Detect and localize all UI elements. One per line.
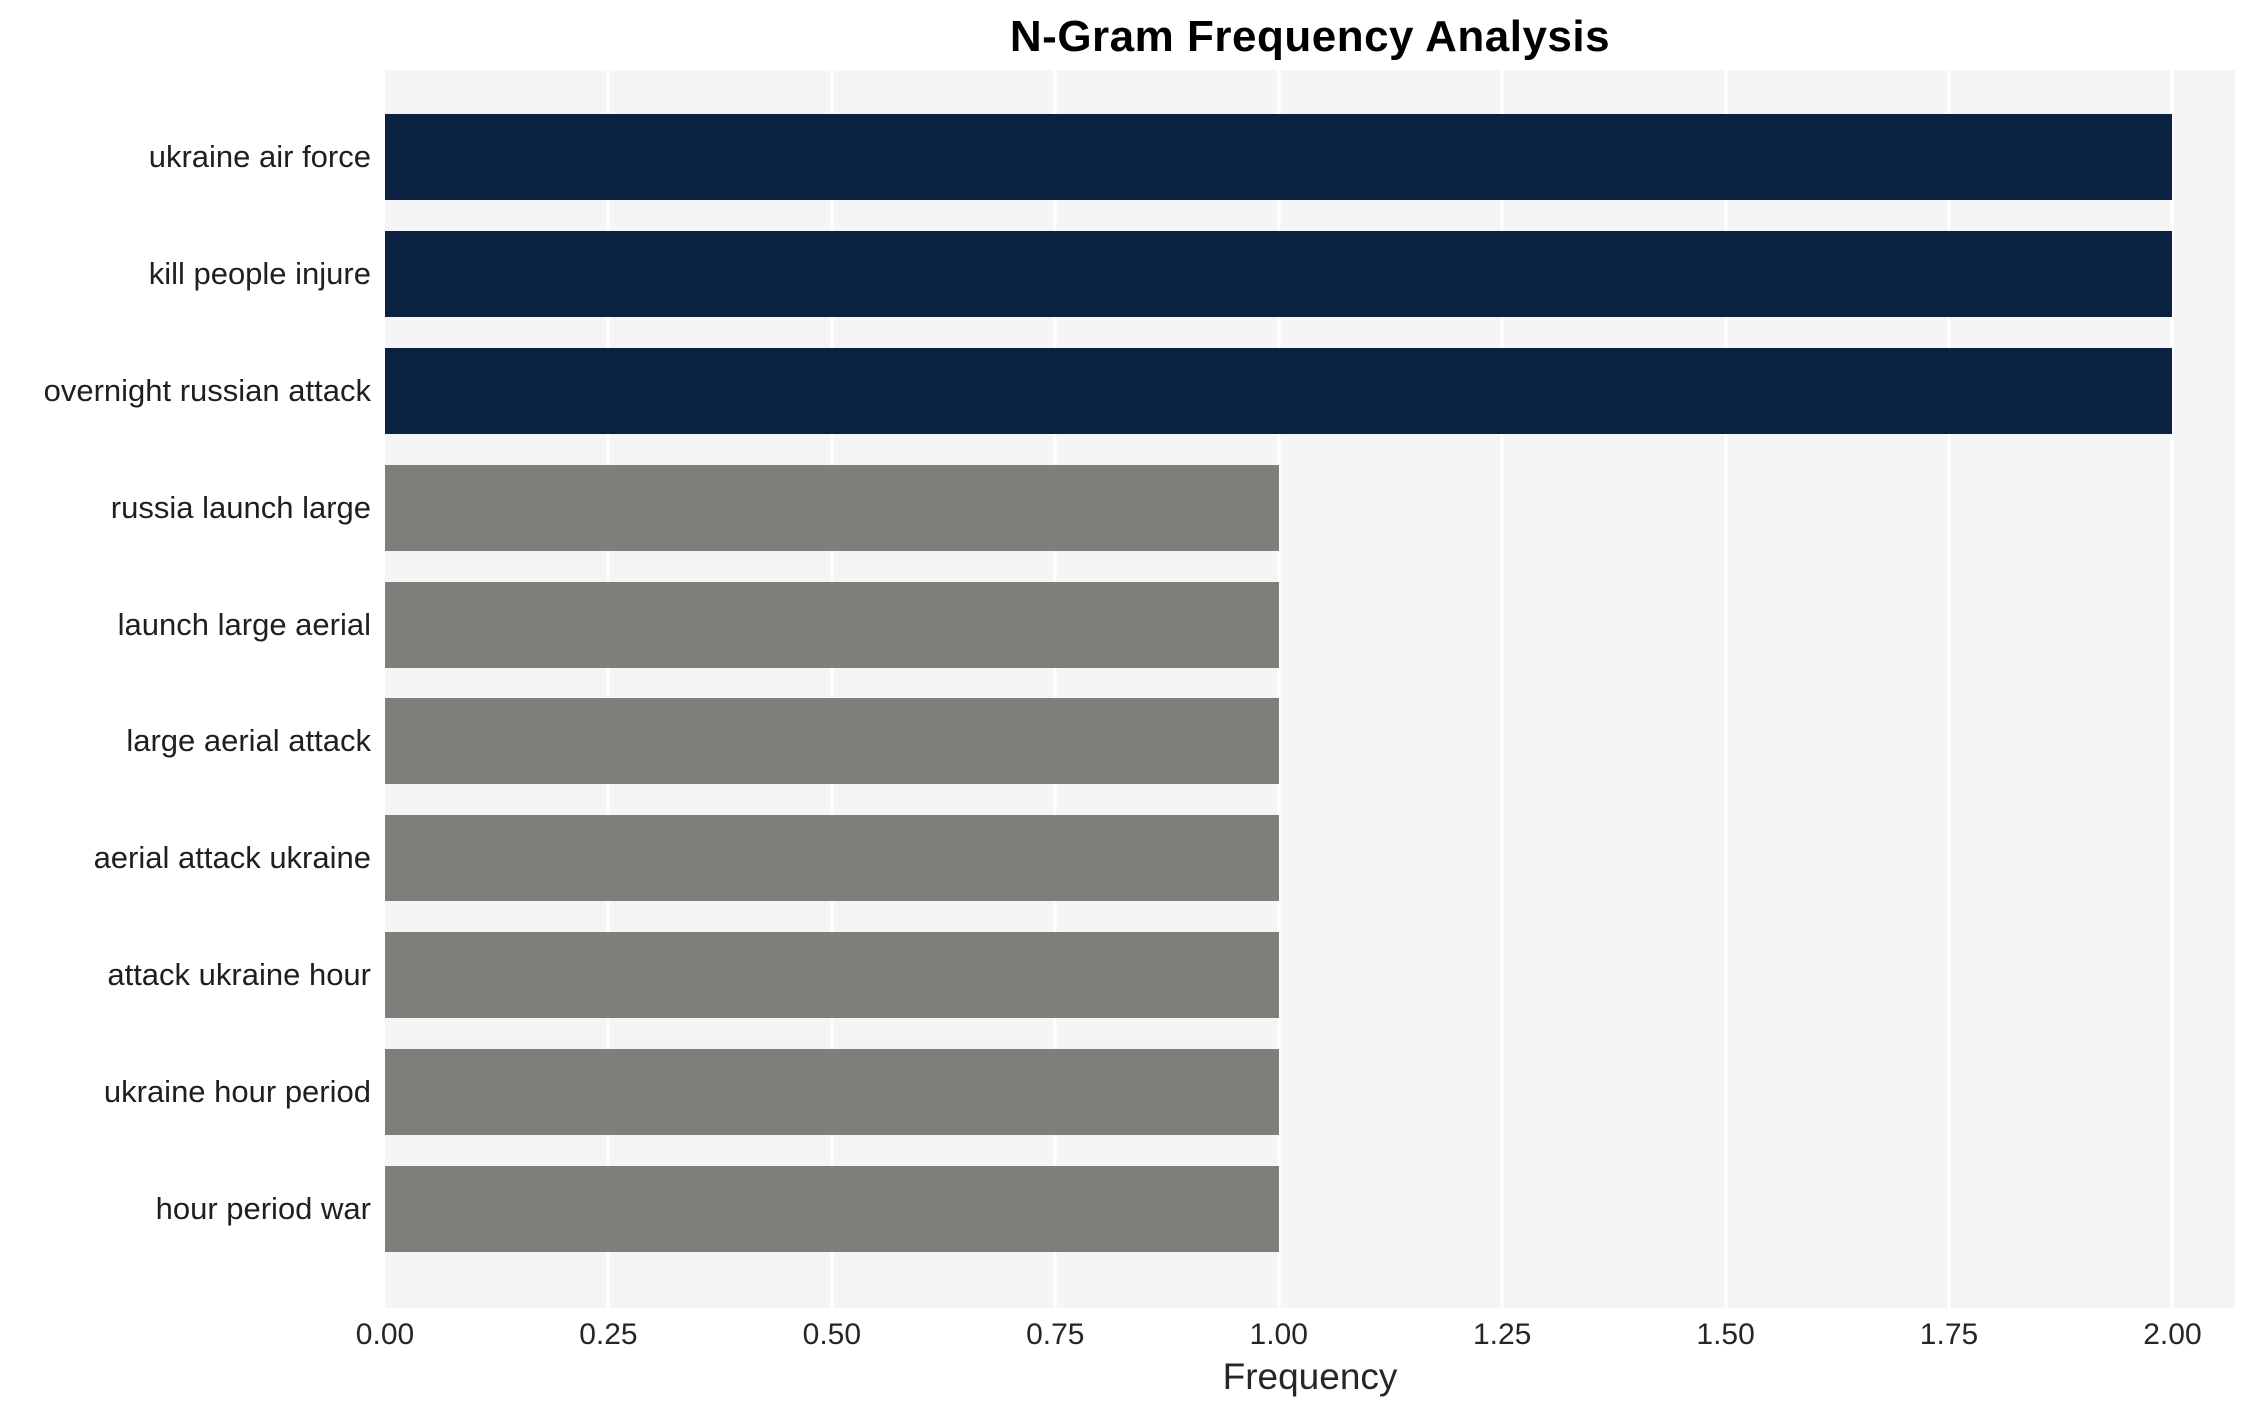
y-tick-label: attack ukraine hour bbox=[107, 957, 371, 993]
bar-track bbox=[385, 1165, 2235, 1252]
bar-rows: ukraine air force kill people injure overn… bbox=[0, 70, 2261, 1308]
bar bbox=[385, 230, 2173, 317]
bar-track bbox=[385, 698, 2235, 785]
bar bbox=[385, 932, 1279, 1019]
x-tick-label: 0.00 bbox=[355, 1318, 415, 1351]
bar bbox=[385, 698, 1279, 785]
y-tick-label: launch large aerial bbox=[117, 606, 371, 642]
gridline bbox=[606, 70, 610, 1308]
gridline bbox=[1277, 70, 1281, 1308]
bar-track bbox=[385, 581, 2235, 668]
bar-row: aerial attack ukraine bbox=[0, 815, 2235, 902]
x-axis-ticks: 0.00 0.25 0.50 0.75 1.00 1.25 1.50 1.75 2.00 bbox=[356, 1308, 2235, 1356]
gridline bbox=[1500, 70, 1504, 1308]
y-tick-label: ukraine air force bbox=[148, 139, 371, 174]
x-tick-label: 0.75 bbox=[1026, 1318, 1085, 1351]
bar bbox=[385, 464, 1279, 551]
y-tick-label: hour period war bbox=[155, 1190, 371, 1226]
x-tick-label: 1.25 bbox=[1472, 1318, 1532, 1351]
gridline bbox=[2170, 70, 2174, 1308]
x-axis-label-wrap: Frequency bbox=[385, 1356, 2235, 1398]
x-tick-label: 2.00 bbox=[2143, 1318, 2202, 1351]
bar-track bbox=[385, 1049, 2235, 1135]
gridline bbox=[830, 70, 834, 1308]
y-tick-label: russia launch large bbox=[110, 489, 371, 525]
bar-track bbox=[385, 114, 2235, 200]
y-tick-label: ukraine hour period bbox=[103, 1074, 371, 1109]
y-tick-label: aerial attack ukraine bbox=[93, 840, 371, 876]
bar-row: large aerial attack bbox=[0, 698, 2235, 785]
bar-row: russia launch large bbox=[0, 464, 2235, 551]
y-tick-label: kill people injure bbox=[148, 255, 371, 291]
x-tick-label: 1.00 bbox=[1249, 1318, 1308, 1351]
y-tick-label: large aerial attack bbox=[126, 723, 371, 759]
bar bbox=[385, 347, 2173, 434]
gridline bbox=[1724, 70, 1728, 1308]
bar-track bbox=[385, 347, 2235, 434]
bar-track bbox=[385, 815, 2235, 902]
chart-area: ukraine air force kill people injure overn… bbox=[0, 70, 2261, 1308]
x-axis-label: Frequency bbox=[1222, 1356, 1398, 1397]
bar-row: ukraine hour period bbox=[0, 1049, 2235, 1135]
gridline bbox=[1053, 70, 1057, 1308]
x-tick-label: 0.25 bbox=[579, 1318, 638, 1351]
x-tick-label: 1.75 bbox=[1919, 1318, 1979, 1351]
bar bbox=[385, 1165, 1279, 1252]
x-tick-label: 0.50 bbox=[802, 1318, 862, 1351]
bar bbox=[385, 815, 1279, 902]
y-tick-label: overnight russian attack bbox=[43, 372, 371, 408]
bar bbox=[385, 1049, 1279, 1135]
x-tick-label: 1.50 bbox=[1696, 1318, 1755, 1351]
bar-track bbox=[385, 464, 2235, 551]
gridline bbox=[1947, 70, 1951, 1308]
bar-row: ukraine air force bbox=[0, 114, 2235, 200]
bar-track bbox=[385, 932, 2235, 1019]
bar-track bbox=[385, 230, 2235, 317]
bar bbox=[385, 114, 2173, 200]
bar-row: attack ukraine hour bbox=[0, 932, 2235, 1019]
bar bbox=[385, 581, 1279, 668]
chart-title: N-Gram Frequency Analysis bbox=[1009, 12, 1611, 61]
bar-row: kill people injure bbox=[0, 230, 2235, 317]
bar-row: hour period war bbox=[0, 1165, 2235, 1252]
bar-row: overnight russian attack bbox=[0, 347, 2235, 434]
bar-row: launch large aerial bbox=[0, 581, 2235, 668]
